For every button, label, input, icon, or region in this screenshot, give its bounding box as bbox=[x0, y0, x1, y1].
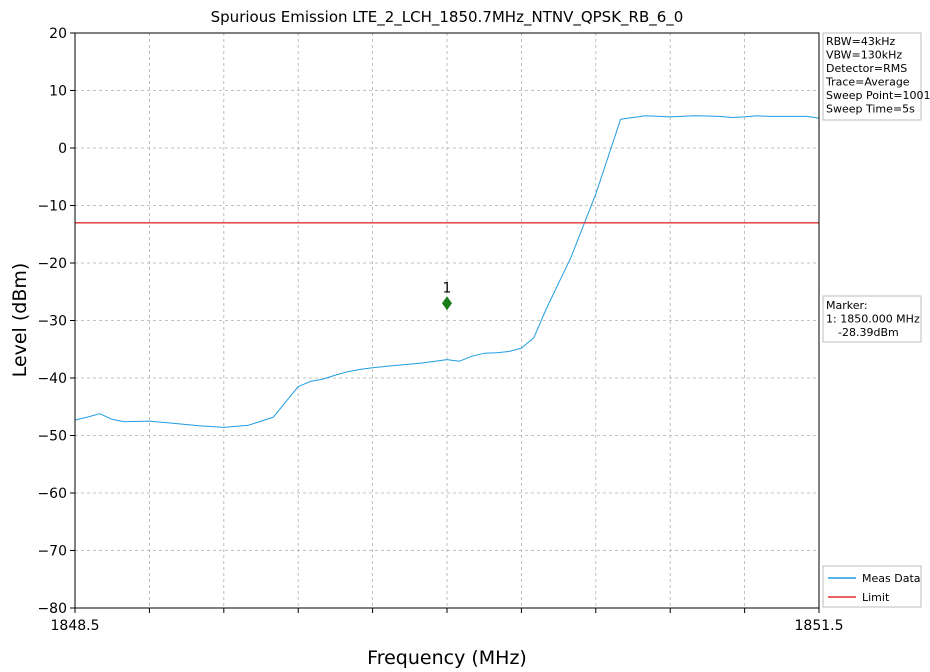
meas-data-line bbox=[74, 115, 820, 428]
marker-label: 1 bbox=[443, 280, 452, 296]
legend-label-meas-data: Meas Data bbox=[862, 572, 921, 585]
marker-diamond bbox=[442, 296, 452, 311]
y-tick-label: −70 bbox=[37, 544, 67, 560]
settings-line: Detector=RMS bbox=[826, 62, 907, 75]
settings-line: Sweep Point=1001 bbox=[826, 89, 930, 102]
marker-info-frame bbox=[822, 295, 922, 343]
y-axis: 20 10 0 −10 −20 −30 −40 −50 −60 −70 −80 bbox=[37, 26, 75, 617]
marker-info-box: Marker: 1: 1850.000 MHz -28.39dBm bbox=[822, 295, 922, 343]
y-axis-label: Level (dBm) bbox=[9, 263, 31, 378]
chart-title: Spurious Emission LTE_2_LCH_1850.7MHz_NT… bbox=[211, 8, 684, 27]
legend-frame bbox=[822, 565, 922, 608]
y-tick-label: 20 bbox=[49, 26, 67, 42]
settings-box: RBW=43kHz VBW=130kHz Detector=RMS Trace=… bbox=[822, 32, 930, 121]
marker-info-line: 1: 1850.000 MHz bbox=[826, 313, 920, 326]
settings-line: VBW=130kHz bbox=[826, 49, 902, 62]
y-tick-label: 10 bbox=[49, 84, 67, 100]
settings-line: Trace=Average bbox=[825, 76, 910, 89]
x-axis: 1848.5 1851.5 bbox=[51, 608, 844, 634]
y-tick-label: −20 bbox=[37, 256, 67, 272]
settings-line: RBW=43kHz bbox=[826, 35, 896, 48]
legend-label-limit: Limit bbox=[862, 591, 890, 604]
marker: 1 bbox=[442, 280, 452, 311]
marker-info-line: -28.39dBm bbox=[838, 326, 899, 339]
y-tick-label: 0 bbox=[58, 141, 67, 157]
grid bbox=[75, 33, 819, 608]
settings-box-frame bbox=[822, 32, 922, 121]
marker-info-line: Marker: bbox=[826, 299, 868, 312]
y-tick-label: −30 bbox=[37, 314, 67, 330]
y-tick-label: −50 bbox=[37, 429, 67, 445]
y-tick-label: −80 bbox=[37, 601, 67, 617]
y-tick-label: −60 bbox=[37, 486, 67, 502]
plot-series bbox=[74, 115, 820, 428]
x-axis-label: Frequency (MHz) bbox=[367, 647, 527, 669]
settings-line: Sweep Time=5s bbox=[826, 103, 915, 116]
y-tick-label: −40 bbox=[37, 371, 67, 387]
x-tick-label: 1851.5 bbox=[795, 618, 844, 634]
x-tick-label: 1848.5 bbox=[51, 618, 100, 634]
y-tick-label: −10 bbox=[37, 199, 67, 215]
plot-frame bbox=[74, 32, 820, 609]
legend: Meas Data Limit bbox=[822, 565, 922, 608]
